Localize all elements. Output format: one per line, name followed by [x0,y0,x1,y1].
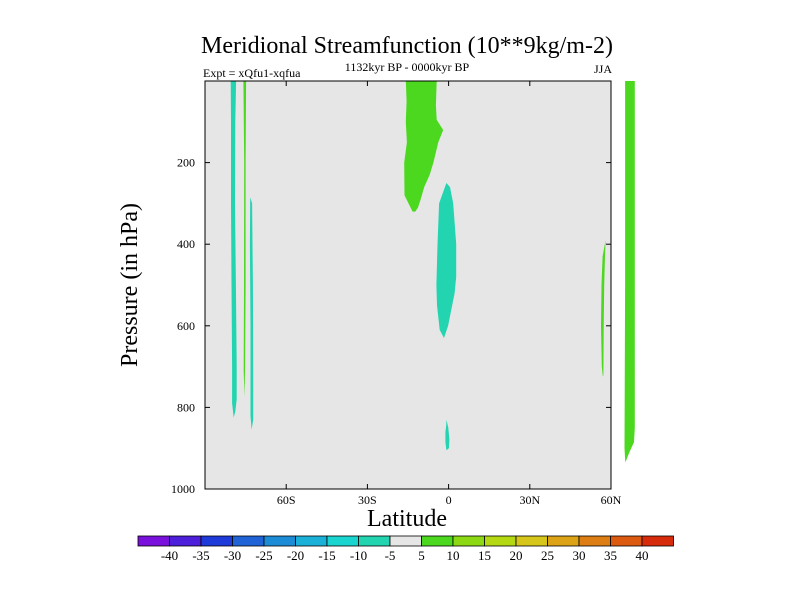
colorbar-swatch [578,535,611,547]
x-tick-label: 30S [358,493,377,507]
x-tick-label: 60S [277,493,296,507]
chart-subtitle-right: JJA [594,62,612,76]
colorbar-label: -25 [255,548,272,563]
colorbar-swatch [515,535,548,547]
colorbar-swatch [137,535,170,547]
sh-polar-negative-strip-region [230,81,237,418]
colorbar: -40 -35 -30 -25 -20 -15 -10 -5 5 10 15 20 25 30 35 40 [137,535,674,563]
colorbar-swatch [263,535,296,547]
y-axis-label: Pressure (in hPa) [117,203,143,367]
tropical-positive-upper-cell-region [404,81,444,212]
colorbar-swatch [169,535,202,547]
colorbar-swatch [358,535,391,547]
x-tick-label: 0 [446,493,452,507]
colorbar-label: -10 [350,548,367,563]
equatorial-negative-cell-region [436,183,457,338]
x-tick-label: 30N [519,493,540,507]
x-axis-label: Latitude [367,506,447,532]
chart-subtitle-left: Expt = xQfu1-xqfua [203,66,301,80]
colorbar-swatch [610,535,643,547]
x-tick-label: 60N [601,493,622,507]
chart-subtitle-center: 1132kyr BP - 0000kyr BP [345,60,470,74]
nh-60n-small-positive-blob-region [601,240,606,377]
colorbar-label: -20 [287,548,304,563]
colorbar-swatch [452,535,485,547]
colorbar-label: -35 [192,548,209,563]
colorbar-label: 10 [447,548,460,563]
equatorial-small-negative-blob-region [445,419,450,451]
colorbar-swatch [200,535,233,547]
colorbar-swatch [295,535,328,547]
y-tick-label: 1000 [171,482,195,496]
plot-frame [204,80,612,490]
colorbar-label: 30 [573,548,586,563]
colorbar-swatch [641,535,674,547]
contour-regions [230,81,635,463]
sh-midlat-negative-strip-region [249,197,254,430]
colorbar-swatch [326,535,359,547]
y-axis-ticks: 200 400 600 800 1000 [171,156,611,496]
colorbar-label: 40 [636,548,649,563]
colorbar-swatch [232,535,265,547]
colorbar-swatch [421,535,454,547]
y-tick-label: 400 [177,237,195,251]
colorbar-label: 20 [510,548,523,563]
colorbar-label: -40 [161,548,178,563]
colorbar-label: -30 [224,548,241,563]
y-tick-label: 200 [177,156,195,170]
x-axis-ticks: 60S 30S 0 30N 60N [277,81,622,507]
colorbar-label: -15 [318,548,335,563]
colorbar-label: 5 [418,548,425,563]
chart-title: Meridional Streamfunction (10**9kg/m-2) [201,33,613,59]
colorbar-label: 15 [478,548,491,563]
nh-highlat-positive-strip-region [624,81,635,463]
y-tick-label: 800 [177,400,195,414]
colorbar-label: 25 [541,548,554,563]
colorbar-label: -5 [385,548,396,563]
colorbar-swatch [389,535,422,547]
y-tick-label: 600 [177,319,195,333]
colorbar-swatch [547,535,580,547]
sh-thin-positive-strip-region [243,81,247,398]
colorbar-swatch [484,535,517,547]
colorbar-label: 35 [604,548,617,563]
